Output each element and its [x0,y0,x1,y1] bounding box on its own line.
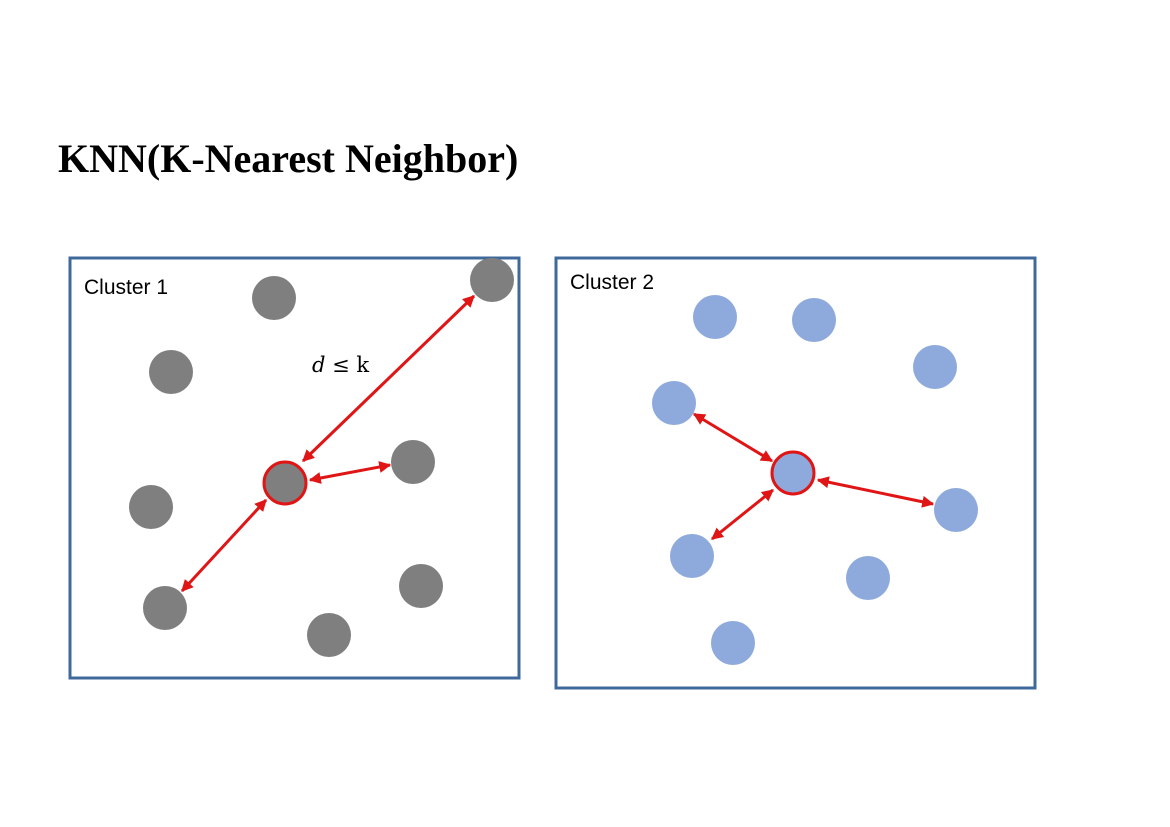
cluster-1-point [149,350,193,394]
cluster-2-point [792,298,836,342]
cluster-1-point [307,613,351,657]
cluster-2-distance-arrow [711,488,774,541]
cluster-1-point [143,586,187,630]
cluster-1-point [391,440,435,484]
cluster-1-point [129,485,173,529]
cluster-1-label: Cluster 1 [84,276,168,299]
cluster-1-panel: Cluster 1 d ≤ k [68,256,521,680]
formula-condition: ≤ k [325,353,369,377]
page-title: KNN(K-Nearest Neighbor) [58,136,518,181]
cluster-2-distance-arrow [816,476,935,508]
cluster-1-distance-arrow [308,461,392,484]
cluster-1-distance-arrow [301,294,476,463]
distance-formula: d ≤ k [312,353,369,377]
cluster-2-point [846,556,890,600]
formula-variable: d [312,353,325,377]
cluster-2-point [670,534,714,578]
cluster-1-point [470,258,514,302]
cluster-2-point [711,621,755,665]
cluster-1-point [399,564,443,608]
cluster-1-distance-arrow [180,498,268,593]
cluster-1-frame [68,256,521,680]
cluster-2-point [693,295,737,339]
cluster-2-distance-arrow [692,412,774,463]
cluster-2-query-point [770,450,816,496]
cluster-1-point [252,276,296,320]
cluster-2-point [934,488,978,532]
cluster-2-frame [554,256,1037,690]
cluster-2-label: Cluster 2 [570,271,654,294]
cluster-2-point [913,345,957,389]
cluster-2-point [652,381,696,425]
cluster-1-query-point [262,460,308,506]
cluster-2-panel: Cluster 2 [554,256,1037,690]
